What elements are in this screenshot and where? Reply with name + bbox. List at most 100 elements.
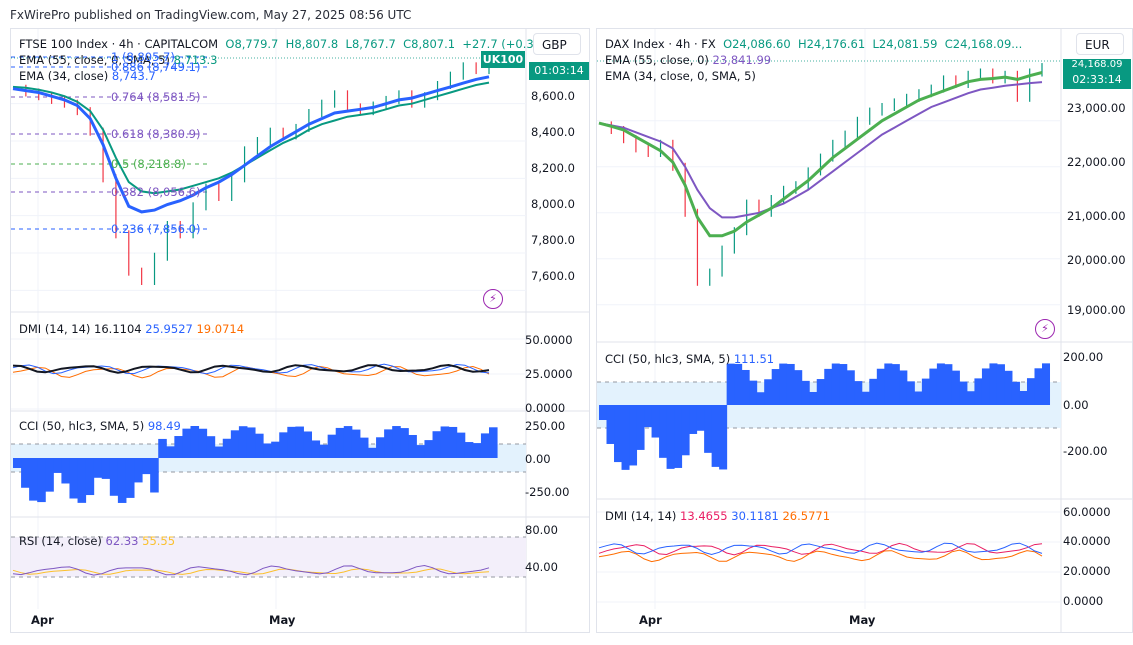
cci-bar	[400, 428, 409, 458]
cci-bar	[771, 369, 780, 405]
dmi-axis-2: 20.0000	[1063, 564, 1111, 578]
price-axis-label: 7,600.0	[531, 269, 575, 283]
cci-bar	[85, 458, 95, 496]
cci-bar	[606, 405, 615, 444]
cci-bar	[101, 458, 111, 479]
ema55-line	[12, 81, 490, 195]
dmi-minus: 26.5771	[782, 509, 831, 523]
cci-bar	[432, 431, 442, 458]
ftse-chart-panel[interactable]: FTSE 100 Index · 4h · CAPITALCOM O8,779.…	[10, 28, 590, 633]
rsi-line	[12, 564, 490, 576]
ema34-legend[interactable]: EMA (34, close, 0, SMA, 5)	[605, 69, 756, 83]
cci-bar	[69, 458, 79, 499]
ftse-chart-canvas[interactable]	[11, 29, 589, 632]
cci-bar	[906, 381, 915, 405]
price-axis-label: 8,200.0	[531, 161, 575, 175]
price-axis-label: 19,000.00	[1067, 303, 1126, 317]
cci-bar	[198, 428, 208, 458]
currency-button[interactable]: EUR	[1076, 33, 1124, 55]
countdown-tag: 01:03:14	[529, 62, 589, 80]
cci-bar	[311, 440, 321, 458]
cci-axis-1: 0.00	[525, 452, 551, 466]
cci-bar	[343, 426, 353, 458]
rsi-ma-value: 55.55	[142, 534, 176, 548]
symbol-name[interactable]: DAX Index · 4h · FX	[605, 37, 716, 51]
price-axis-label: 21,000.00	[1067, 209, 1126, 223]
cci-bar	[384, 429, 393, 458]
cci-value: 111.51	[733, 352, 775, 366]
cci-bar	[77, 458, 87, 503]
ema34-value: 8,743.7	[111, 69, 156, 83]
symbol-name[interactable]: FTSE 100 Index · 4h · CAPITALCOM	[19, 37, 219, 51]
cci-bar	[914, 391, 923, 405]
cci-bar	[464, 442, 474, 458]
cci-bar	[319, 444, 329, 458]
cci-bar	[636, 405, 645, 450]
lightning-icon[interactable]: ⚡	[1035, 319, 1055, 339]
cci-bar	[839, 364, 848, 405]
ema55-label: EMA (55, close, 0, SMA, 5)	[19, 53, 170, 67]
cci-bar	[367, 447, 377, 458]
cci-bar	[816, 379, 825, 405]
cci-axis-1: 0.00	[1063, 398, 1089, 412]
fib-level-label: 1 (8,805.7)	[111, 50, 175, 64]
cci-bar	[981, 368, 990, 405]
ema55-legend[interactable]: EMA (55, close, 0) 23,841.99	[605, 53, 771, 67]
cci-bar	[335, 427, 345, 458]
cci-bar	[53, 458, 62, 473]
price-axis-label: 7,800.0	[531, 233, 575, 247]
cci-bar	[21, 458, 30, 488]
cci-bar	[279, 432, 288, 458]
symbol-tag: UK100	[481, 51, 525, 68]
ema34-line	[598, 71, 1043, 238]
cci-bar	[734, 363, 743, 405]
currency-button[interactable]: GBP	[533, 33, 581, 55]
cci-legend[interactable]: CCI (50, hlc3, SMA, 5) 111.51	[605, 352, 774, 366]
close-value: C8,807.1	[403, 37, 456, 51]
cci-bar	[794, 370, 803, 405]
cci-bar	[327, 434, 337, 458]
cci-bar	[93, 458, 103, 478]
cci-bar	[472, 443, 482, 458]
cci-bar	[166, 446, 175, 458]
dax-chart-panel[interactable]: DAX Index · 4h · FX O24,086.60 H24,176.6…	[596, 28, 1133, 633]
cci-bar	[756, 392, 765, 405]
cci-bar	[696, 405, 705, 431]
cci-bar	[659, 405, 668, 458]
open-value: O8,779.7	[225, 37, 279, 51]
fib-level-label: 0.236 (7,856.0)	[111, 222, 201, 236]
ema55-legend[interactable]: EMA (55, close, 0, SMA, 5) 8,713.3	[19, 53, 217, 67]
cci-bar	[974, 378, 983, 405]
dmi-axis-3: 0.0000	[1063, 594, 1104, 608]
cci-bar	[876, 368, 885, 405]
time-label-apr: Apr	[639, 613, 662, 627]
dmi-minus: 19.0714	[196, 322, 245, 336]
cci-bar	[831, 363, 840, 405]
ema55-label: EMA (55, close, 0)	[605, 53, 709, 67]
cci-bar	[222, 438, 232, 458]
dmi-legend[interactable]: DMI (14, 14) 13.4655 30.1181 26.5771	[605, 509, 830, 523]
dmi-legend[interactable]: DMI (14, 14) 16.1104 25.9527 19.0714	[19, 322, 244, 336]
cci-bar	[206, 436, 216, 458]
cci-bar	[424, 440, 434, 458]
dmi-axis-1: 25.0000	[525, 367, 573, 381]
cci-bar	[480, 433, 490, 458]
cci-bar	[246, 427, 256, 458]
cci-bar	[1026, 378, 1035, 405]
cci-bar	[376, 437, 385, 458]
ema34-legend[interactable]: EMA (34, close) 8,743.7	[19, 69, 156, 83]
dax-chart-canvas[interactable]	[597, 29, 1132, 632]
cci-bar	[899, 370, 908, 405]
open-value: O24,086.60	[723, 37, 791, 51]
cci-bar	[891, 364, 900, 405]
lightning-icon[interactable]: ⚡	[483, 289, 503, 309]
cci-bar	[726, 363, 735, 405]
dmi-adx: 13.4655	[680, 509, 728, 523]
ema34-label: EMA (34, close)	[19, 69, 109, 83]
cci-legend[interactable]: CCI (50, hlc3, SMA, 5) 98.49	[19, 419, 181, 433]
rsi-legend[interactable]: RSI (14, close) 62.33 55.55	[19, 534, 175, 548]
change-value: +27.7 (+0.32%)	[462, 37, 557, 51]
rsi-label: RSI (14, close)	[19, 534, 102, 548]
cci-bar	[456, 432, 466, 458]
dmi-axis-0: 60.0000	[1063, 505, 1111, 519]
